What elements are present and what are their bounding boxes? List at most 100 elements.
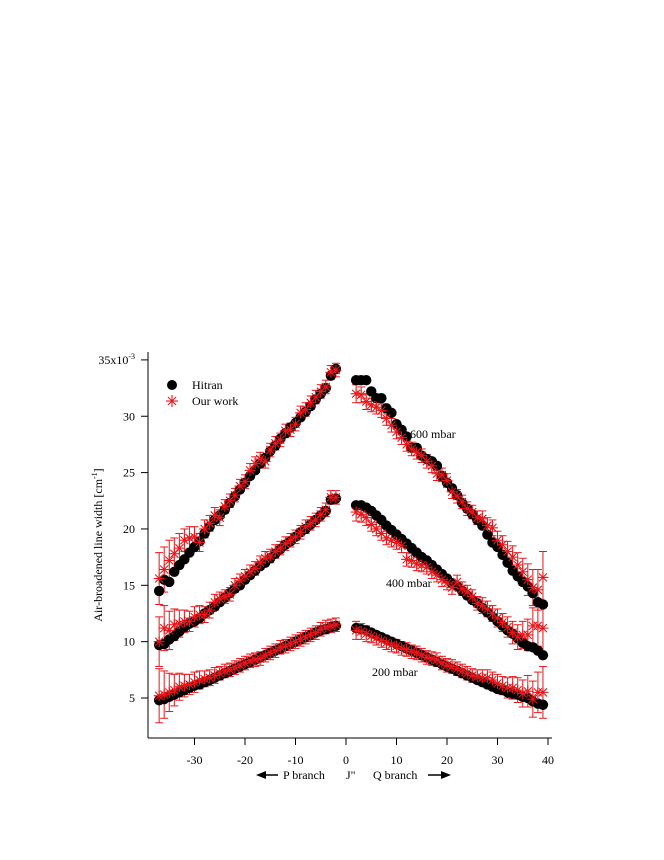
legend: Hitran Our work (166, 378, 238, 408)
x-tick-label: -30 (187, 753, 203, 767)
x-tick-label: -20 (237, 753, 253, 767)
our-work-point (320, 381, 332, 393)
x-tick-label: 0 (343, 753, 349, 767)
our-work-point (406, 555, 418, 567)
our-work-point (497, 539, 509, 551)
our-work-point (380, 413, 392, 425)
x-axis-symbol: J" (346, 768, 356, 782)
our-work-point (173, 681, 185, 693)
our-work-point (183, 532, 195, 544)
our-work-point (153, 636, 165, 648)
hitran-point (537, 699, 549, 710)
y-tick-label: 30 (123, 409, 135, 423)
hitran-point (401, 431, 412, 442)
x-tick-label: 40 (542, 753, 554, 767)
our-work-point (522, 685, 534, 697)
x-axis-label: P branch J" Q branch (256, 768, 451, 782)
our-work-point (355, 508, 367, 520)
hitran-point (482, 529, 493, 540)
y-tick-label: 10 (123, 635, 135, 649)
x-tick-label: 30 (492, 753, 504, 767)
our-work-point (522, 574, 534, 586)
our-work-point (421, 651, 433, 663)
our-work-point (522, 629, 534, 641)
x-tick-label: -10 (288, 753, 304, 767)
y-axis-label: Air-broadened line width [cm-1] (90, 468, 105, 621)
our-work-point (517, 566, 529, 578)
annotation-400-mbar: 400 mbar (386, 576, 432, 590)
our-work-point (481, 603, 493, 615)
our-work-point (284, 534, 296, 546)
our-work-point (360, 512, 372, 524)
our-work-point (239, 476, 251, 488)
our-work-point (476, 513, 488, 525)
our-work-point (385, 419, 397, 431)
y-axis-label-exponent: -1 (90, 472, 99, 479)
our-work-point (527, 693, 539, 705)
our-work-point (532, 584, 544, 596)
our-work-point (350, 506, 362, 518)
our-work-point (163, 555, 175, 567)
legend-hitran-marker (167, 380, 177, 390)
our-work-point (330, 491, 342, 503)
our-work-point (219, 500, 231, 512)
our-work-point (209, 509, 221, 521)
our-work-point (214, 512, 226, 524)
our-work-point (158, 564, 170, 576)
right-arrow-icon (441, 771, 451, 779)
our-work-point (305, 629, 317, 641)
our-work-point (537, 686, 549, 698)
our-work-point (436, 657, 448, 669)
our-work-point (375, 405, 387, 417)
hitran-point (376, 393, 387, 404)
our-work-point (507, 551, 519, 563)
our-work-point (249, 654, 261, 666)
our-work-point (411, 558, 423, 570)
hitran-point (153, 585, 165, 597)
our-work-point (461, 503, 473, 515)
our-work-point (330, 364, 342, 376)
our-work-point (391, 640, 402, 652)
our-work-point (320, 621, 332, 633)
y-tick-label: 15 (123, 578, 135, 592)
our-work-point (229, 489, 241, 501)
our-work-point (153, 573, 165, 585)
y-tick-label: 20 (123, 522, 135, 536)
x-tick-label: 20 (441, 753, 453, 767)
our-work-point (512, 559, 524, 571)
axis-ticks: 5 10 15 20 25 30 35x10-3 -30 -20 -10 0 10 20 30 40 (98, 352, 554, 767)
our-work-point (204, 517, 216, 529)
our-work-point (431, 569, 443, 581)
y-axis-label-close: ] (91, 468, 105, 472)
our-work-point (451, 663, 463, 675)
x-tick-label: 10 (391, 753, 403, 767)
y-tick-label: 25 (123, 466, 135, 480)
our-work-point (290, 418, 301, 430)
legend-hitran-label: Hitran (192, 378, 223, 392)
hitran-point (537, 599, 549, 610)
our-work-point (456, 496, 468, 508)
our-work-point (269, 545, 281, 557)
our-work-point (416, 450, 428, 462)
our-work-point (194, 536, 206, 548)
hitran-point (497, 549, 508, 561)
our-work-point (355, 389, 367, 401)
annotation-200-mbar: 200 mbar (372, 665, 418, 679)
our-work-point (229, 662, 241, 674)
y-tick-label: 35x10-3 (98, 352, 135, 367)
legend-our-work-marker (166, 395, 178, 407)
hitran-point (537, 649, 549, 661)
p-branch-label: P branch (283, 768, 325, 782)
our-work-point (451, 576, 463, 588)
y-axis-label-main: Air-broadened line width [cm (91, 478, 105, 621)
our-work-point (411, 446, 423, 458)
annotation-600-mbar: 600 mbar (410, 427, 456, 441)
our-work-point (300, 403, 312, 415)
data-points (153, 363, 549, 710)
left-arrow-icon (256, 771, 266, 779)
hitran-point (164, 576, 175, 588)
our-work-point (325, 620, 337, 632)
q-branch-label: Q branch (373, 768, 417, 782)
legend-our-work-label: Our work (192, 394, 238, 408)
